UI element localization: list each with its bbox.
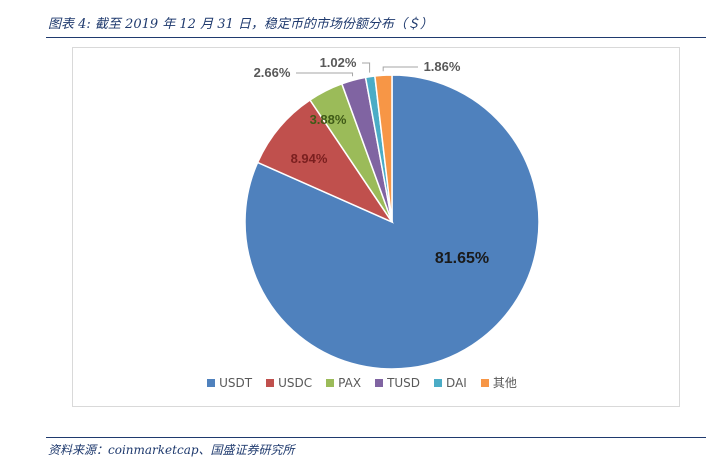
legend-item-USDC: USDC [266, 376, 312, 390]
data-label-其他: 1.86% [424, 59, 461, 74]
legend-item-其他: 其他 [480, 374, 517, 391]
legend-swatch [266, 378, 275, 387]
title-rule [46, 37, 706, 38]
data-label-USDC: 8.94% [291, 151, 328, 166]
legend-swatch [207, 378, 216, 387]
legend-swatch [375, 378, 384, 387]
legend-label: USDC [278, 375, 313, 390]
legend-label: 其他 [492, 376, 517, 390]
data-label-TUSD: 2.66% [254, 65, 291, 80]
legend-item-TUSD: TUSD [375, 376, 420, 390]
leader-line-其他 [382, 66, 418, 72]
legend-label: USDT [219, 375, 253, 390]
data-label-PAX: 3.88% [310, 112, 347, 127]
legend-item-DAI: DAI [434, 376, 467, 390]
legend-label: DAI [446, 375, 467, 390]
legend-item-USDT: USDT [207, 376, 252, 390]
data-label-USDT: 81.65% [435, 250, 489, 267]
legend-swatch [434, 378, 443, 387]
legend-item-PAX: PAX [326, 376, 361, 390]
source-note: 资料来源：coinmarketcap、国盛证券研究所 [48, 443, 295, 457]
leader-line-DAI [362, 62, 371, 73]
data-label-DAI: 1.02% [320, 55, 357, 70]
legend-swatch [326, 378, 335, 387]
pie-slice-其他 [374, 74, 393, 223]
chart-legend: USDT USDC PAX TUSD DAI 其他 [0, 374, 724, 391]
legend-swatch [480, 378, 489, 387]
source-rule [46, 437, 706, 438]
pie-chart: 81.65% 8.94% 3.88% 2.66% 1.02% 1.86% [244, 55, 540, 370]
figure-title: 图表 4: 截至 2019 年 12 月 31 日，稳定币的市场份额分布（＄） [48, 17, 433, 32]
legend-label: PAX [338, 375, 362, 390]
pie-slice-USDC [256, 98, 395, 224]
chart-frame [72, 47, 680, 407]
leader-line-TUSD [296, 72, 354, 77]
legend-label: TUSD [387, 375, 421, 390]
